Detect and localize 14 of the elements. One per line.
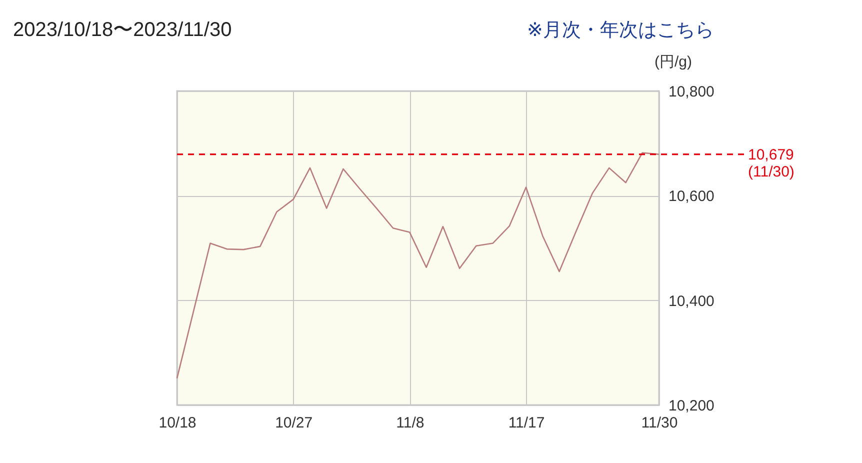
y-tick-label: 10,800 [668,84,714,100]
y-tick-label: 10,400 [668,292,714,310]
chart-title: 2023/10/18〜2023/11/30 [13,19,232,41]
y-axis-title: (円/g) [654,54,692,70]
line-series [176,152,660,379]
x-tick-label: 10/27 [275,414,313,432]
ref-line-label: 10,679 (11/30) [748,146,794,180]
x-tick-label: 10/18 [158,414,196,432]
x-tick-label: 11/17 [508,414,545,432]
y-tick-label: 10,200 [668,398,714,414]
x-tick-label: 11/8 [396,414,424,432]
x-tick-label: 11/30 [641,414,678,432]
text: ※月次・年次はこちら [527,20,714,41]
y-tick-label: 10,600 [668,188,714,206]
